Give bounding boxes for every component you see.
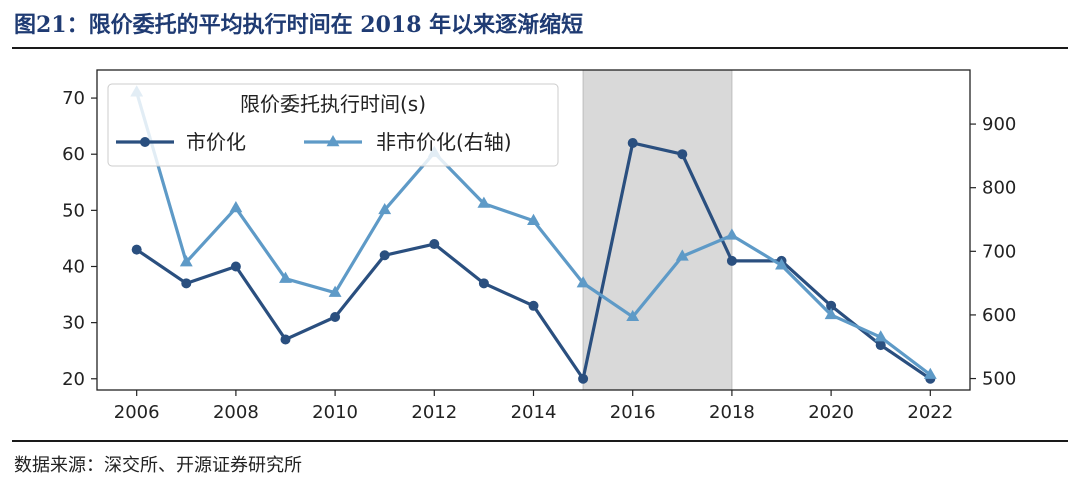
x-tick-label: 2020 bbox=[808, 402, 854, 423]
series-0-point bbox=[330, 312, 341, 323]
y-right-tick-label: 700 bbox=[982, 241, 1016, 262]
shaded-region bbox=[583, 70, 732, 390]
y-right-tick-label: 600 bbox=[982, 305, 1016, 326]
series-0-point bbox=[230, 261, 241, 272]
series-1-point bbox=[179, 255, 193, 267]
shaded-region-layer bbox=[582, 70, 733, 390]
series-0-point bbox=[875, 340, 886, 351]
legend-title: 限价委托执行时间(s) bbox=[240, 92, 426, 116]
series-1-point bbox=[576, 276, 590, 288]
y-right-tick-label: 800 bbox=[982, 178, 1016, 199]
series-1-point bbox=[378, 202, 392, 215]
x-tick-label: 2006 bbox=[114, 402, 160, 423]
series-1-point bbox=[626, 309, 640, 322]
series-1-point bbox=[328, 285, 342, 297]
figure-title: 图21：限价委托的平均执行时间在 2018 年以来逐渐缩短 bbox=[14, 12, 584, 38]
series-0-point bbox=[677, 149, 688, 160]
y-left-tick-label: 70 bbox=[62, 88, 85, 109]
series-0-point bbox=[578, 373, 589, 384]
legend-marker-1 bbox=[326, 135, 340, 147]
legend-label-0: 市价化 bbox=[186, 130, 246, 154]
series-1-point bbox=[923, 367, 937, 379]
series-1-point bbox=[675, 249, 689, 261]
source-rule bbox=[12, 440, 1068, 442]
y-left-tick-label: 20 bbox=[62, 369, 85, 390]
legend-label-1: 非市价化(右轴) bbox=[376, 130, 512, 154]
legend: 限价委托执行时间(s) 市价化 非市价化(右轴) bbox=[107, 83, 559, 167]
y-left-tick-label: 30 bbox=[62, 313, 85, 334]
source-note: 数据来源：深交所、开源证券研究所 bbox=[14, 455, 302, 476]
series-1-point bbox=[824, 307, 838, 320]
x-tick-label: 2022 bbox=[907, 402, 953, 423]
legend-box bbox=[107, 83, 559, 167]
series-1-point bbox=[775, 258, 788, 270]
series-1-point bbox=[725, 228, 739, 240]
series-0-point bbox=[181, 278, 192, 289]
x-tick-label: 2010 bbox=[312, 402, 358, 423]
series-0-point bbox=[627, 137, 638, 148]
series-layer bbox=[130, 85, 937, 384]
series-0-point bbox=[478, 278, 489, 289]
series-0-point bbox=[528, 300, 539, 311]
series-0-point bbox=[726, 255, 737, 266]
line-chart: 2006 2008 2010 2012 2014 2016 2018 2020 2022 20 30… bbox=[62, 69, 1016, 423]
y-left-tick-label: 40 bbox=[62, 256, 85, 277]
legend-marker-0 bbox=[140, 137, 150, 147]
series-1-point bbox=[477, 196, 491, 208]
series-1-point bbox=[874, 330, 888, 342]
y-left-tick-label: 50 bbox=[62, 200, 85, 221]
axes-layer: 2006 2008 2010 2012 2014 2016 2018 2020 2022 20 30… bbox=[62, 69, 1016, 423]
series-1-point bbox=[229, 201, 243, 213]
y-left-tick-label: 60 bbox=[62, 144, 85, 165]
series-1-point bbox=[527, 213, 540, 225]
x-tick-label: 2014 bbox=[511, 402, 557, 423]
x-tick-label: 2016 bbox=[610, 402, 656, 423]
x-tick-label: 2008 bbox=[213, 402, 259, 423]
series-line-0 bbox=[135, 141, 932, 381]
series-0-point bbox=[826, 300, 837, 311]
series-0-point bbox=[280, 334, 291, 345]
x-tick-label: 2012 bbox=[411, 402, 457, 423]
series-0-point bbox=[379, 250, 390, 261]
title-rule bbox=[12, 47, 1068, 49]
y-right-tick-label: 900 bbox=[982, 114, 1016, 135]
series-1-point bbox=[279, 271, 292, 283]
series-0-point bbox=[429, 239, 440, 250]
y-right-tick-label: 500 bbox=[982, 369, 1016, 390]
x-tick-label: 2018 bbox=[709, 402, 755, 423]
series-0-point bbox=[131, 244, 142, 255]
